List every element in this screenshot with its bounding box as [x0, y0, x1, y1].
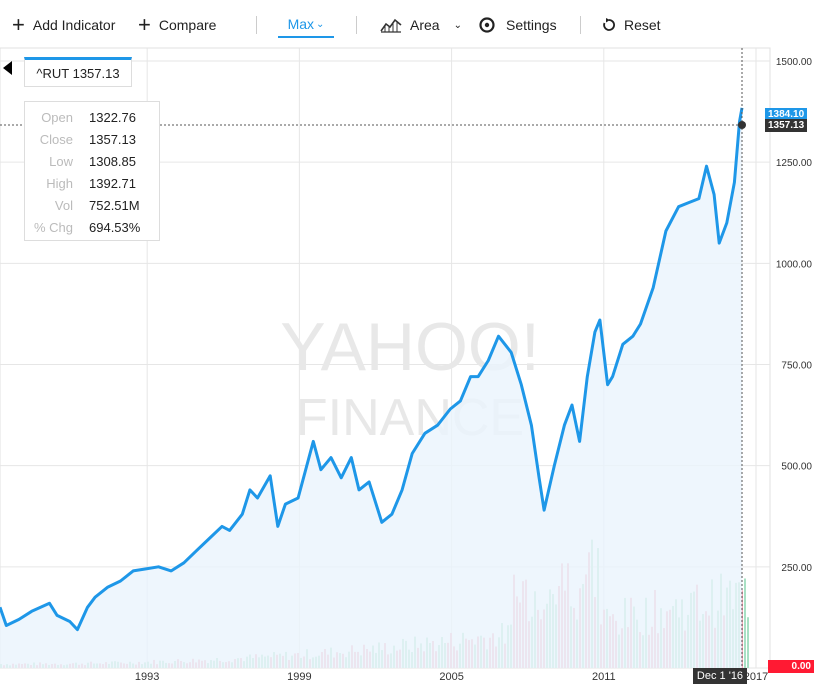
ohlc-label: Open [41, 109, 73, 125]
zero-price-tag-text: 0.00 [791, 661, 811, 672]
ohlc-row: High 1392.71 [25, 172, 159, 194]
ohlc-value: 1308.85 [89, 153, 136, 169]
gear-icon [479, 17, 495, 33]
close-price-tag: 1357.13 [765, 119, 808, 132]
area-chart-icon [380, 18, 402, 33]
x-tick-label: 2017 [744, 671, 768, 683]
ohlc-label: Low [49, 153, 73, 169]
crosshair-date-tag: Dec 1 '16 [693, 668, 747, 684]
x-axis: 1993 1999 2005 2011 2017 [135, 671, 768, 683]
ohlc-row: Low 1308.85 [25, 150, 159, 172]
ohlc-value: 694.53% [89, 219, 141, 235]
ohlc-label: Close [39, 131, 73, 147]
compare-label: Compare [158, 17, 217, 33]
ohlc-value: 1322.76 [89, 109, 136, 125]
high-price-tag: 1384.10 [765, 108, 808, 121]
ticker-text: ^RUT 1357.13 [36, 65, 120, 81]
add-indicator-label: Add Indicator [32, 17, 116, 33]
reset-label: Reset [624, 17, 661, 33]
y-tick-label: 500.00 [781, 462, 812, 473]
toolbar-divider [580, 16, 581, 34]
ohlc-row: Open 1322.76 [25, 106, 159, 128]
ohlc-label: Vol [54, 197, 73, 213]
price-line [0, 107, 744, 632]
y-tick-label: 1500.00 [776, 57, 813, 68]
compare-button[interactable]: + Compare [138, 12, 216, 38]
chevron-down-icon: ⌄ [316, 18, 325, 30]
price-area [0, 107, 742, 668]
collapse-arrow-icon[interactable] [3, 61, 12, 75]
ohlc-label: High [46, 175, 73, 191]
ohlc-value: 1392.71 [89, 175, 136, 191]
ohlc-panel: Open 1322.76 Close 1357.13 Low 1308.85 High 139… [24, 101, 160, 241]
ticker-label[interactable]: ^RUT 1357.13 [24, 57, 132, 87]
chart-toolbar: + Add Indicator + Compare Max ⌄ Area ⌄ S… [0, 0, 816, 48]
ohlc-row: Vol 752.51M [25, 194, 159, 216]
ohlc-value: 1357.13 [89, 131, 136, 147]
chevron-down-icon: ⌄ [453, 19, 462, 31]
ohlc-row: Close 1357.13 [25, 128, 159, 150]
chart-type-dropdown[interactable]: Area ⌄ [380, 12, 462, 38]
settings-label: Settings [506, 17, 557, 33]
ohlc-value: 752.51M [89, 197, 140, 213]
x-tick-label: 2011 [592, 671, 616, 683]
crosshair-point [738, 121, 746, 129]
toolbar-divider [356, 16, 357, 34]
settings-button[interactable]: Settings [478, 12, 557, 38]
crosshair-date-tag-text: Dec 1 '16 [696, 670, 744, 682]
x-tick-label: 2005 [439, 671, 463, 683]
close-price-tag-text: 1357.13 [768, 120, 805, 131]
reset-button[interactable]: Reset [602, 12, 661, 38]
range-dropdown[interactable]: Max ⌄ [278, 12, 334, 38]
y-tick-label: 750.00 [781, 361, 812, 372]
toolbar-divider [256, 16, 257, 34]
y-tick-label: 250.00 [781, 563, 812, 574]
plus-icon: + [138, 12, 151, 37]
high-price-tag-text: 1384.10 [768, 109, 805, 120]
zero-price-tag: 0.00 [768, 660, 814, 673]
add-indicator-button[interactable]: + Add Indicator [12, 12, 115, 38]
chart-type-label: Area [410, 17, 440, 33]
y-tick-label: 1250.00 [776, 158, 813, 169]
plus-icon: + [12, 12, 25, 37]
ohlc-row: % Chg 694.53% [25, 216, 159, 238]
ohlc-label: % Chg [33, 219, 73, 235]
range-label: Max [287, 16, 315, 32]
volume-bar [747, 617, 749, 668]
reset-icon [603, 18, 615, 31]
y-tick-label: 1000.00 [776, 259, 813, 270]
y-axis: 1500.00 1250.00 1000.00 750.00 500.00 250.00 [776, 57, 813, 574]
x-tick-label: 1999 [287, 671, 311, 683]
volume-bar [744, 578, 746, 668]
x-tick-label: 1993 [135, 671, 159, 683]
